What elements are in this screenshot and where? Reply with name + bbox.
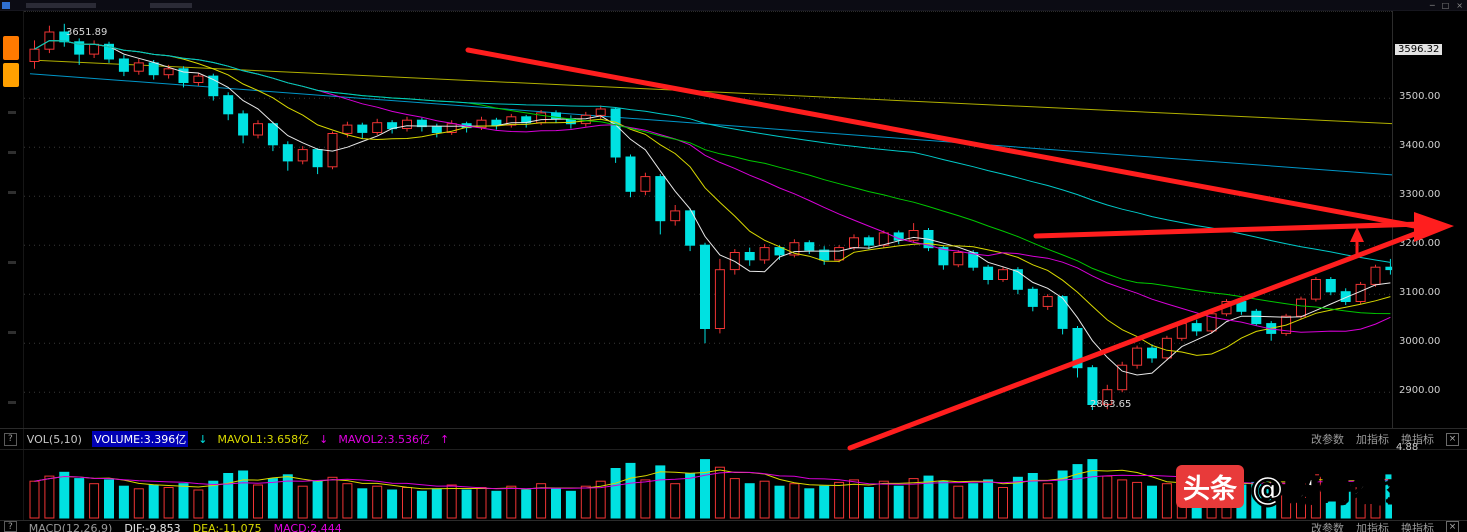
volume-axis-max-label: 4.88	[1396, 442, 1419, 453]
vol-indicator-name[interactable]: VOL(5,10)	[26, 432, 82, 446]
minimize-button[interactable]: ─	[1429, 1, 1435, 10]
left-menu-mark	[8, 151, 16, 154]
close-panel-button[interactable]: ×	[1446, 432, 1459, 446]
add-indicator-link[interactable]: 加指标	[1356, 522, 1389, 532]
price-chart-canvas[interactable]	[24, 12, 1396, 429]
axis-label: 3000.00	[1399, 336, 1441, 347]
volume-trend-arrow-icon: ↓	[198, 432, 208, 446]
add-indicator-link[interactable]: 加指标	[1356, 433, 1389, 446]
volume-value[interactable]: VOLUME:3.396亿	[91, 431, 189, 447]
left-toolbar	[0, 11, 24, 532]
titlebar: ─ □ ×	[0, 0, 1467, 11]
left-menu-mark	[8, 111, 16, 114]
titlebar-text-placeholder	[150, 3, 192, 8]
titlebar-text-placeholder	[26, 3, 96, 8]
mavol2-trend-arrow-icon: ↑	[439, 432, 450, 446]
mavol2-value: MAVOL2:3.536亿	[338, 433, 430, 446]
left-menu-mark	[8, 261, 16, 264]
peak-price-label: 3651.89	[66, 27, 108, 38]
axis-label: 3100.00	[1399, 287, 1441, 298]
current-price-label: 3596.32	[1395, 44, 1443, 55]
macd-legend-bar: ? MACD(12,26,9) DIF:-9.853 DEA:-11.075 M…	[0, 520, 1467, 532]
toutiao-badge: 头条	[1176, 464, 1244, 508]
mavol1-value: MAVOL1:3.658亿	[217, 433, 310, 446]
macd-value: MACD:2.444	[273, 522, 342, 532]
close-panel-button[interactable]: ×	[1446, 521, 1459, 532]
macd-indicator-name[interactable]: MACD(12,26,9)	[28, 522, 113, 532]
price-axis: 3596.32 3500.00 3400.00 3300.00 3200.00 …	[1392, 11, 1467, 428]
left-tag-icon[interactable]	[3, 63, 19, 87]
switch-indicator-link[interactable]: 换指标	[1401, 522, 1434, 532]
price-chart-panel[interactable]: 3651.89 2863.65	[24, 11, 1396, 429]
mavol1-trend-arrow-icon: ↓	[319, 432, 329, 446]
app-logo-icon	[2, 2, 10, 9]
change-params-link[interactable]: 改参数	[1311, 433, 1344, 446]
maximize-button[interactable]: □	[1441, 1, 1450, 10]
dif-value: DIF:-9.853	[124, 522, 181, 532]
left-tag-icon[interactable]	[3, 36, 19, 60]
axis-label: 3300.00	[1399, 189, 1441, 200]
low-price-label: 2863.65	[1090, 399, 1132, 410]
help-icon[interactable]: ?	[4, 521, 17, 532]
axis-label: 3200.00	[1399, 238, 1441, 249]
axis-label: 3400.00	[1399, 140, 1441, 151]
volume-legend-bar: ? VOL(5,10) VOLUME:3.396亿 ↓ MAVOL1:3.658…	[0, 428, 1467, 450]
left-menu-mark	[8, 401, 16, 404]
dea-value: DEA:-11.075	[192, 522, 262, 532]
axis-label: 3500.00	[1399, 91, 1441, 102]
change-params-link[interactable]: 改参数	[1311, 522, 1344, 532]
left-menu-mark	[8, 191, 16, 194]
close-button[interactable]: ×	[1456, 1, 1463, 10]
watermark-name: @财哥看盘	[1250, 468, 1421, 509]
left-menu-mark	[8, 331, 16, 334]
help-icon[interactable]: ?	[4, 432, 17, 446]
axis-label: 2900.00	[1399, 385, 1441, 396]
watermark: 头条 @财哥看盘	[1176, 462, 1421, 510]
